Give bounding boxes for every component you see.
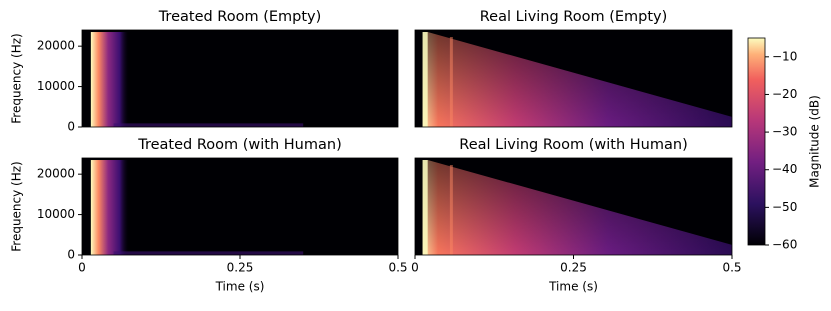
x-tick-label: 0 bbox=[411, 261, 419, 275]
x-axis-label: Time (s) bbox=[215, 280, 265, 294]
colorbar-tick-label: −10 bbox=[772, 49, 797, 63]
y-tick-label: 0 bbox=[67, 248, 75, 262]
x-axis-label: Time (s) bbox=[548, 280, 598, 294]
plot-background bbox=[82, 158, 398, 255]
colorbar-tick-label: −20 bbox=[772, 87, 797, 101]
y-tick-label: 10000 bbox=[37, 79, 75, 93]
spectrogram-image bbox=[90, 160, 130, 255]
colorbar bbox=[747, 37, 766, 246]
spectrogram-image bbox=[113, 251, 304, 255]
spectrogram-image bbox=[422, 160, 732, 255]
y-tick-label: 20000 bbox=[37, 39, 75, 53]
plot-frame bbox=[81, 29, 399, 128]
x-tick-label: 0.5 bbox=[722, 261, 741, 275]
colorbar-tick-label: −60 bbox=[772, 238, 797, 252]
spectrogram-image bbox=[422, 160, 428, 255]
spectrogram-image bbox=[90, 32, 130, 128]
y-axis-label: Frequency (Hz) bbox=[10, 161, 24, 252]
spectrogram-image bbox=[422, 32, 428, 128]
spectrogram-image bbox=[449, 37, 453, 128]
x-tick-label: 0.25 bbox=[227, 261, 254, 275]
spectrogram-image bbox=[113, 123, 304, 127]
colorbar-tick-label: −50 bbox=[772, 200, 797, 214]
panel-title: Treated Room (Empty) bbox=[158, 9, 322, 25]
panel-title: Real Living Room (with Human) bbox=[459, 137, 687, 153]
y-tick-label: 20000 bbox=[37, 167, 75, 181]
colorbar-label: Magnitude (dB) bbox=[808, 95, 822, 188]
spectrogram-image bbox=[422, 32, 732, 128]
spectrogram-image bbox=[449, 165, 453, 255]
panel-title: Real Living Room (Empty) bbox=[480, 9, 668, 25]
y-tick-label: 10000 bbox=[37, 207, 75, 221]
y-tick-label: 0 bbox=[67, 120, 75, 134]
x-tick-label: 0.5 bbox=[388, 261, 407, 275]
plot-frame bbox=[414, 29, 733, 128]
y-axis-label: Frequency (Hz) bbox=[10, 33, 24, 124]
colorbar-tick-label: −40 bbox=[772, 162, 797, 176]
panel-title: Treated Room (with Human) bbox=[137, 137, 341, 153]
x-tick-label: 0.25 bbox=[560, 261, 587, 275]
x-tick-label: 0 bbox=[78, 261, 86, 275]
plot-background bbox=[82, 30, 398, 127]
colorbar-tick-label: −30 bbox=[772, 125, 797, 139]
